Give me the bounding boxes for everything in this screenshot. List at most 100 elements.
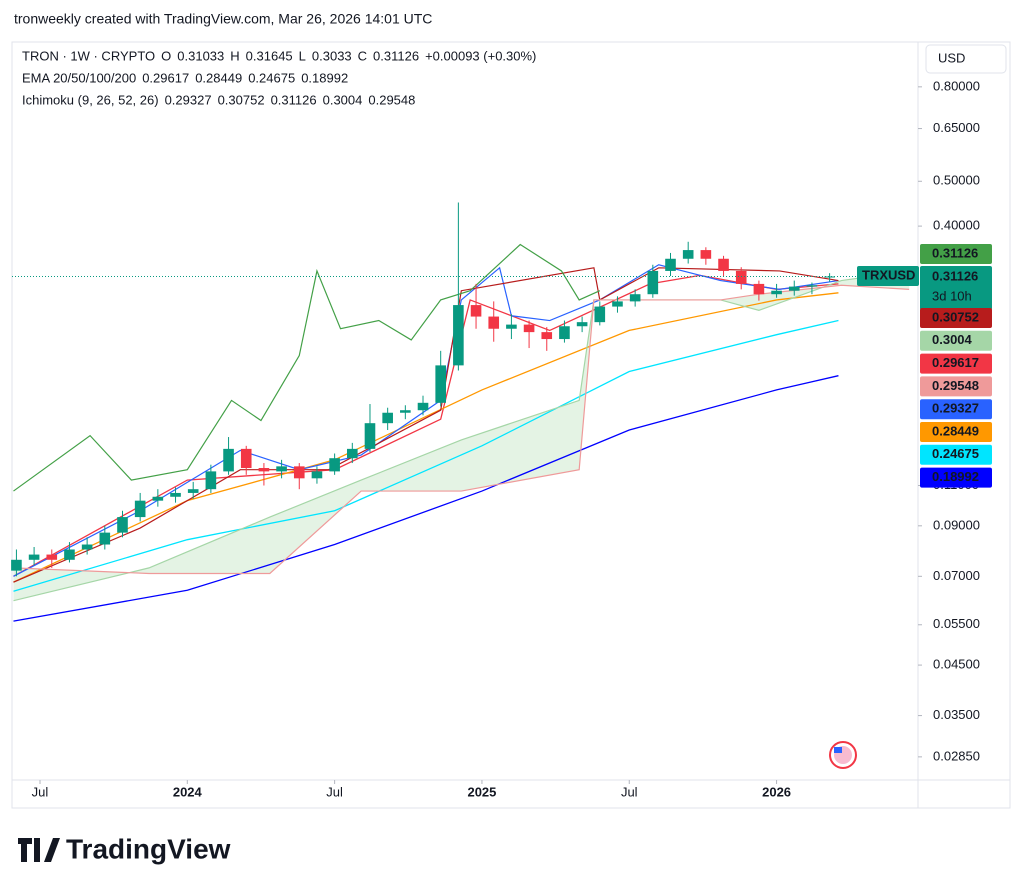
x-tick-label: 2025 bbox=[467, 784, 496, 799]
candle-body bbox=[612, 301, 623, 307]
candle-body bbox=[700, 250, 712, 259]
candle-body bbox=[753, 283, 765, 295]
candle-body bbox=[576, 322, 588, 327]
y-tick-label: 0.07000 bbox=[933, 568, 980, 583]
legend-text: 0.3033 bbox=[312, 48, 352, 63]
candle-body bbox=[771, 290, 782, 295]
candle-body bbox=[81, 544, 93, 550]
price-label bbox=[920, 444, 992, 465]
currency[interactable]: USD bbox=[938, 50, 965, 65]
ema-line bbox=[13, 375, 839, 622]
frame bbox=[11, 41, 1011, 809]
legend-text: 0.30752 bbox=[218, 92, 265, 107]
legend-text: 0.29327 bbox=[165, 92, 212, 107]
y-tick-label: 0.09000 bbox=[933, 517, 980, 532]
y-tick-label: 0.50000 bbox=[933, 173, 980, 188]
ichimoku-line bbox=[13, 267, 839, 583]
price-label-text: 0.29548 bbox=[932, 378, 979, 393]
price-label bbox=[920, 330, 992, 351]
candle-body bbox=[506, 324, 517, 329]
price-label bbox=[920, 399, 992, 420]
legend-text: 0.31126 bbox=[271, 92, 317, 107]
ema-line bbox=[13, 319, 839, 592]
legend-text: 0.24675 bbox=[248, 70, 295, 85]
candle-body bbox=[134, 500, 146, 518]
currency-box[interactable] bbox=[925, 44, 1007, 74]
candle-body bbox=[64, 549, 75, 560]
price-label-text: 0.3004 bbox=[932, 332, 973, 347]
last-price-text: 0.31126 bbox=[932, 268, 978, 283]
candle-body bbox=[541, 332, 553, 340]
legend-text: 0.29617 bbox=[142, 70, 189, 85]
candle-body bbox=[99, 532, 111, 545]
candle-body bbox=[346, 448, 358, 459]
candle-body bbox=[329, 458, 340, 472]
candle-body bbox=[170, 492, 181, 497]
candle-body bbox=[364, 423, 376, 449]
price-label bbox=[920, 353, 992, 374]
candle-body bbox=[453, 305, 464, 366]
ichimoku-line bbox=[13, 270, 910, 602]
candle-body bbox=[240, 448, 252, 469]
candle-body bbox=[629, 294, 641, 302]
price-label-text: 0.24675 bbox=[932, 446, 979, 461]
candle-body bbox=[559, 326, 570, 340]
candle-body bbox=[28, 554, 40, 560]
price-label bbox=[920, 244, 992, 264]
y-tick-label: 0.40000 bbox=[933, 218, 980, 233]
candle-body bbox=[117, 517, 128, 533]
candle-body bbox=[682, 250, 694, 259]
legend-text: 0.18992 bbox=[301, 70, 348, 85]
candle-body bbox=[11, 559, 22, 571]
legend-text: 0.29548 bbox=[368, 92, 415, 107]
legend-text: C bbox=[358, 48, 367, 63]
y-tick-label: 0.80000 bbox=[933, 78, 980, 93]
legend-text: 0.3004 bbox=[323, 92, 363, 107]
candle-body bbox=[665, 258, 676, 271]
candle-body bbox=[205, 471, 217, 490]
x-tick-label: Jul bbox=[621, 784, 638, 799]
countdown: 3d 10h bbox=[932, 288, 972, 303]
x-tick-label: Jul bbox=[32, 784, 49, 799]
price-label bbox=[920, 422, 992, 442]
legend-text: H bbox=[230, 48, 239, 63]
candle-body bbox=[152, 496, 164, 501]
candle-body bbox=[400, 410, 411, 413]
header: tronweekly created with TradingView.com,… bbox=[14, 11, 432, 27]
candle-body bbox=[806, 285, 818, 287]
y-tick-label: 0.03500 bbox=[933, 707, 980, 722]
price-label-text: 0.28449 bbox=[932, 423, 979, 438]
price-label-text: 0.18992 bbox=[932, 469, 979, 484]
price-label bbox=[920, 376, 992, 397]
price-label-text: 0.31126 bbox=[932, 245, 978, 260]
candle-body bbox=[523, 324, 535, 333]
price-label-text: 0.30752 bbox=[932, 309, 979, 324]
candle-body bbox=[488, 316, 500, 329]
legend-text: 0.31126 bbox=[373, 48, 419, 63]
candle-body bbox=[293, 466, 305, 479]
candle-body bbox=[435, 365, 446, 403]
candle-body bbox=[594, 306, 606, 323]
legend-text: 0.28449 bbox=[195, 70, 242, 85]
candle-body bbox=[470, 305, 482, 317]
y-tick-label: 0.65000 bbox=[933, 120, 980, 135]
legend-text: TRON · 1W · CRYPTO bbox=[22, 48, 155, 63]
legend-text: EMA 20/50/100/200 bbox=[22, 70, 136, 85]
legend-text: L bbox=[299, 48, 306, 63]
candle-body bbox=[258, 468, 270, 472]
plot bbox=[11, 202, 910, 622]
y-tick-label: 0.02850 bbox=[933, 748, 980, 763]
legend-text: +0.00093 (+0.30%) bbox=[425, 48, 536, 63]
last-price-label bbox=[920, 266, 992, 310]
candle-body bbox=[223, 448, 234, 472]
legend-text: O bbox=[161, 48, 171, 63]
ticker-text: TRXUSD bbox=[862, 267, 915, 282]
candle-body bbox=[647, 270, 659, 295]
ichimoku-line bbox=[13, 243, 601, 492]
flag bbox=[829, 741, 857, 769]
price-label-text: 0.29617 bbox=[932, 355, 979, 370]
candle-body bbox=[735, 270, 747, 284]
logo bbox=[18, 838, 60, 862]
candle-body bbox=[417, 402, 429, 411]
